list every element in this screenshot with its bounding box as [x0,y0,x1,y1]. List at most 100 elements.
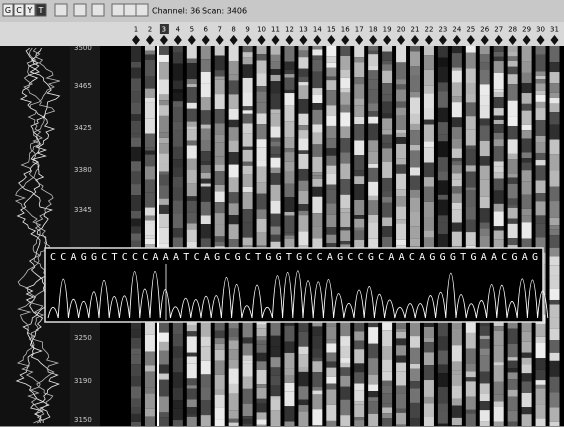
gel-band [298,400,308,406]
gel-band [452,117,462,127]
gel-band [508,173,518,177]
gel-band [215,56,225,71]
gel-band [536,215,546,223]
gel-band [452,186,462,193]
toolbar-icon-nav[interactable] [92,4,104,16]
gel-band [480,372,490,384]
gel-band [326,227,336,234]
toolbar-button-label: G [5,6,11,15]
gel-band [480,156,490,165]
gel-band [215,80,225,94]
toolbar-icon-spin[interactable] [124,4,136,16]
gel-band [284,341,294,352]
gel-band [215,94,225,109]
gel-band [508,329,518,344]
gel-band [312,175,322,179]
gel-band [494,406,504,422]
gel-band [257,209,267,219]
gel-band [187,84,197,87]
gel-band [257,388,267,399]
gel-band [508,204,518,208]
gel-band [326,56,336,63]
gel-band [131,322,141,329]
gel-band [382,64,392,70]
gel-band [396,46,406,62]
gel-band [298,347,308,355]
gel-band [550,340,560,353]
gel-band [326,126,336,138]
gel-band [243,360,253,363]
toolbar-icon-grid[interactable] [55,4,67,16]
gel-band [438,200,448,216]
gel-band [187,385,197,388]
gel-band [452,173,462,179]
gel-band [466,414,476,427]
gel-band [424,397,434,404]
gel-band [326,204,336,215]
gel-band [312,124,322,132]
gel-band [215,109,225,123]
gel-band [243,174,253,186]
gel-band [508,198,518,204]
gel-band [396,137,406,144]
toolbar-icon-close[interactable] [136,4,148,16]
gel-band [522,46,532,61]
gel-band [438,67,448,82]
gel-band [340,69,350,77]
gel-band [368,200,378,215]
gel-band [284,137,294,148]
gel-band [173,147,183,159]
gel-band [298,150,308,154]
gel-band [187,230,197,242]
gel-band [257,353,267,361]
gel-band [201,336,211,346]
gel-band [145,409,155,417]
gel-band [159,116,169,132]
gel-band [229,152,239,165]
gel-band [243,419,253,423]
gel-band [326,68,336,77]
gel-band [480,356,490,372]
gel-band [410,381,420,388]
gel-band [131,364,141,376]
gel-band [410,66,420,75]
gel-band [187,103,197,109]
gel-band [494,52,504,57]
gel-band [480,180,490,197]
gel-band [480,69,490,84]
toolbar-icon-info[interactable] [74,4,86,16]
gel-band [368,164,378,168]
gel-band [508,61,518,67]
gel-band [326,384,336,390]
gel-band [466,46,476,53]
gel-band [284,77,294,89]
gel-band [536,84,546,91]
gel-band [312,348,322,357]
gel-band [131,102,141,114]
gel-band [354,117,364,124]
gel-band [201,151,211,161]
gel-band [354,62,364,77]
gel-band [382,197,392,203]
gel-band [368,117,378,124]
gel-band [187,407,197,413]
gel-band [229,140,239,152]
gel-band [494,190,504,203]
gel-band [326,353,336,362]
gel-band [271,336,281,347]
gel-band [187,363,197,378]
gel-band [298,114,308,126]
gel-band [201,173,211,179]
toolbar-icon-zoom[interactable] [112,4,124,16]
gel-band [354,417,364,420]
gel-band [536,324,546,337]
scan-label: 3380 [74,166,92,174]
gel-band [452,139,462,149]
gel-band [312,172,322,175]
gel-band [271,410,281,425]
gel-band [522,331,532,342]
gel-band [159,46,169,55]
gel-band [173,107,183,121]
gel-band [187,223,197,229]
gel-band [284,148,294,152]
